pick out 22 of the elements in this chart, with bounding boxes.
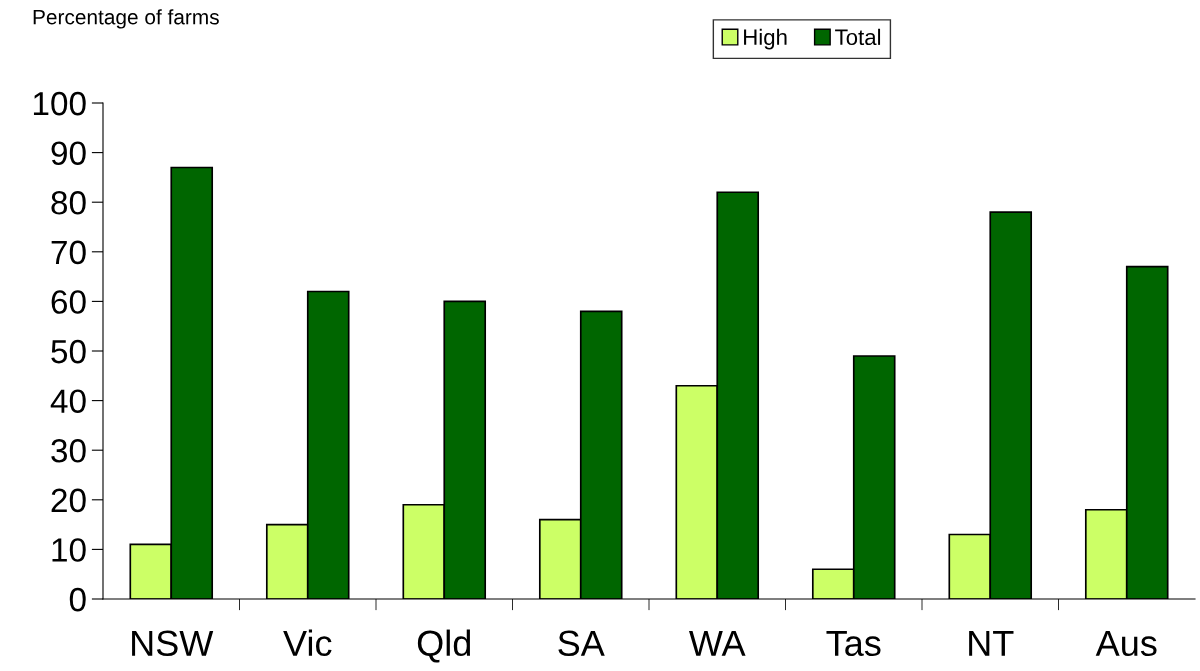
y-tick-label: 40 (50, 389, 86, 414)
y-tick-label: 30 (51, 439, 86, 463)
y-tick-label: 20 (51, 488, 86, 513)
y-tick-label: 70 (51, 240, 86, 265)
y-tick-label: 80 (51, 191, 86, 215)
y-tick-label: 60 (51, 290, 86, 314)
y-tick-label: 50 (51, 339, 86, 364)
x-tick-label: SA (558, 630, 605, 657)
y-axis-title: Percentage of farms (33, 9, 219, 29)
y-tick-label: 90 (51, 141, 86, 166)
y-tick-label: 10 (52, 538, 86, 562)
x-tick-label: Tas (826, 630, 881, 657)
x-tick-label: Vic (283, 629, 332, 657)
y-tick-label: 100 (33, 91, 86, 116)
legend-label: Total (835, 28, 881, 46)
x-tick-label: Aus (1095, 630, 1157, 657)
x-tick-label: NSW (132, 630, 214, 657)
x-tick-label: NT (969, 630, 1014, 656)
legend-label: High (744, 28, 787, 50)
x-tick-label: Qld (417, 629, 471, 663)
x-tick-label: WA (689, 630, 746, 656)
y-tick-label: 0 (69, 587, 86, 612)
